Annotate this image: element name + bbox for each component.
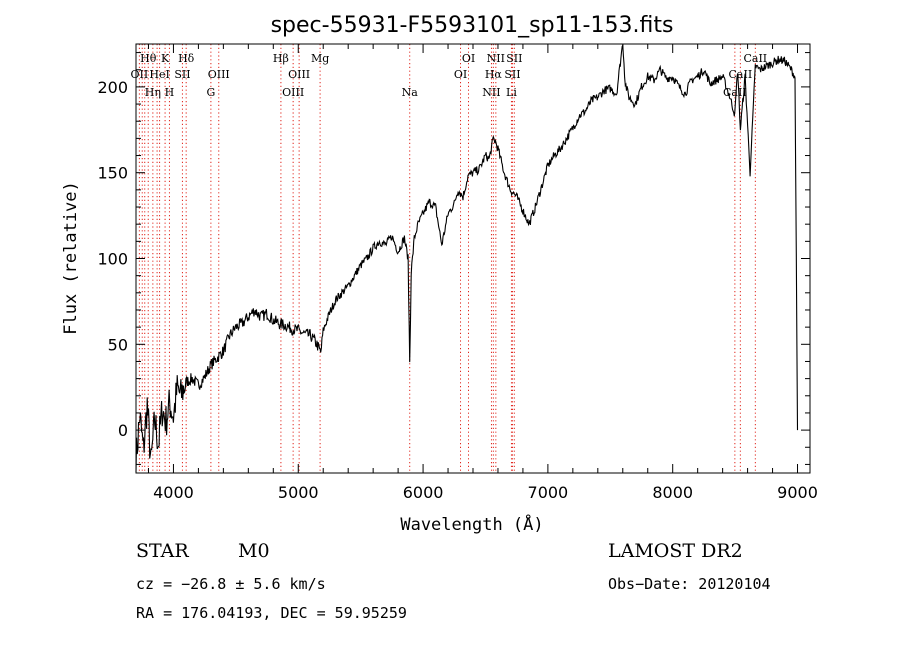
x-tick-label: 6000 [403,483,444,502]
y-axis-ticks: 0 50 100 150 200 [97,52,810,465]
line-label: OIII [282,86,304,99]
line-label: Mg [311,52,329,65]
y-tick-label: 0 [118,421,128,440]
line-label: CaII [729,68,753,81]
line-label: OI [462,52,475,65]
line-label: Na [402,86,419,99]
x-axis-label: Wavelength (Å) [400,513,543,535]
line-label: NII [487,52,505,65]
y-axis-label: Flux (relative) [61,181,81,335]
line-label: Li [506,86,517,99]
x-tick-label: 4000 [153,483,194,502]
chart-title: spec-55931-F5593101_sp11-153.fits [271,13,674,38]
emission-line-markers [138,44,756,473]
line-label: SII [174,68,190,81]
line-label: SII [506,52,522,65]
line-label: NII [482,86,500,99]
object-subclass: M0 [238,540,270,562]
survey-name: LAMOST DR2 [608,540,743,562]
x-tick-label: 5000 [278,483,319,502]
line-label: Hθ [140,52,157,65]
line-label: Hα [485,68,503,81]
coordinates: RA = 176.04193, DEC = 59.95259 [136,604,407,622]
y-tick-label: 150 [97,164,128,183]
line-label: OII [131,68,149,81]
line-label: OIII [288,68,310,81]
line-label: SII [504,68,520,81]
x-tick-label: 8000 [652,483,693,502]
emission-line-labels: OIIHθHηHeIKHSIIHδGOIIIHβOIIIOIIIMgNaOIOI… [131,52,768,99]
line-label: Hδ [178,52,195,65]
x-tick-label: 9000 [777,483,818,502]
y-tick-label: 50 [108,335,128,354]
x-tick-label: 7000 [528,483,569,502]
x-axis-ticks: 4000 5000 6000 7000 8000 9000 [147,44,818,502]
line-label: OIII [208,68,230,81]
line-label: CaII [743,52,767,65]
line-label: HeI [149,68,169,81]
redshift-value: cz = −26.8 ± 5.6 km/s [136,575,326,593]
line-label: G [206,86,215,99]
line-label: Hβ [273,52,289,65]
line-label: OI [454,68,467,81]
line-label: Hη [145,86,161,99]
y-tick-label: 200 [97,78,128,97]
y-tick-label: 100 [97,250,128,269]
line-label: H [165,86,175,99]
spectrum-line [135,43,799,473]
object-class: STAR [136,540,189,562]
plot-frame [135,43,811,474]
line-label: K [161,52,170,65]
observation-date: Obs−Date: 20120104 [608,575,771,593]
